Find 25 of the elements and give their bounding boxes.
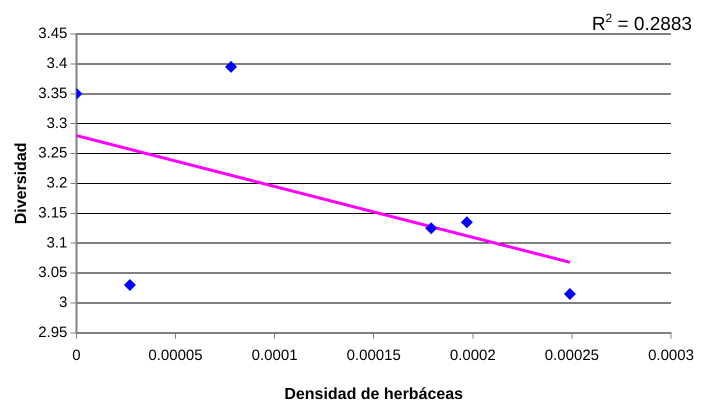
point — [224, 60, 237, 73]
y-tick-label: 2.95 — [38, 324, 68, 341]
point — [425, 222, 438, 234]
y-axis-title: Diversidad — [13, 142, 30, 224]
y-tick-label: 3.15 — [38, 204, 68, 222]
y-tick-label: 3.45 — [38, 25, 68, 42]
y-tick-label: 3.1 — [46, 234, 68, 252]
y-tick-label: 3.4 — [46, 55, 68, 72]
point — [564, 288, 576, 300]
x-tick-label: 0.0003 — [648, 346, 694, 364]
y-tick-label: 3.05 — [38, 264, 68, 282]
point — [460, 216, 473, 228]
x-tick-label: 0.00005 — [148, 346, 203, 364]
x-tick-label: 0 — [72, 346, 81, 364]
y-tick-label: 3.2 — [46, 174, 68, 192]
point — [124, 278, 136, 291]
x-tick-label: 0.00025 — [544, 346, 600, 364]
x-axis-title: Densidad de herbáceas — [284, 386, 464, 403]
y-tick-label: 3.25 — [38, 144, 68, 162]
x-tick-label: 0.0002 — [450, 346, 496, 364]
y-tick-label: 3.3 — [46, 114, 68, 132]
x-tick-label: 0.0001 — [252, 346, 298, 364]
y-tick-label: 3.35 — [38, 84, 68, 102]
y-tick-label: 3 — [59, 294, 68, 312]
x-tick-label: 0.00015 — [346, 346, 401, 364]
